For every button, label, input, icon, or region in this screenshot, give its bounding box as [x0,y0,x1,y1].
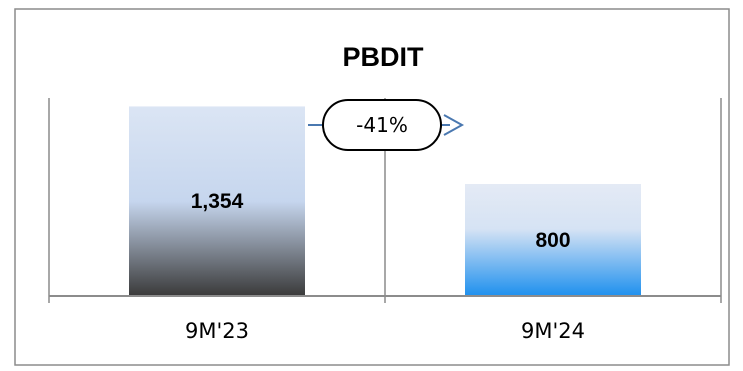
growth-badge: -41% [322,99,442,151]
category-label-9m23: 9M'23 [185,319,249,343]
bar-9m23-value-label: 1,354 [191,190,244,213]
chart-title: PBDIT [343,42,425,72]
bar-9m24 [465,184,641,296]
growth-badge-pill [322,99,442,151]
bar-9m23 [129,106,305,296]
growth-badge-label: -41% [356,113,408,137]
bar-9m24-value-label: 800 [535,229,570,252]
category-label-9m24: 9M'24 [521,319,585,343]
growth-arrow-head-icon [443,114,465,136]
